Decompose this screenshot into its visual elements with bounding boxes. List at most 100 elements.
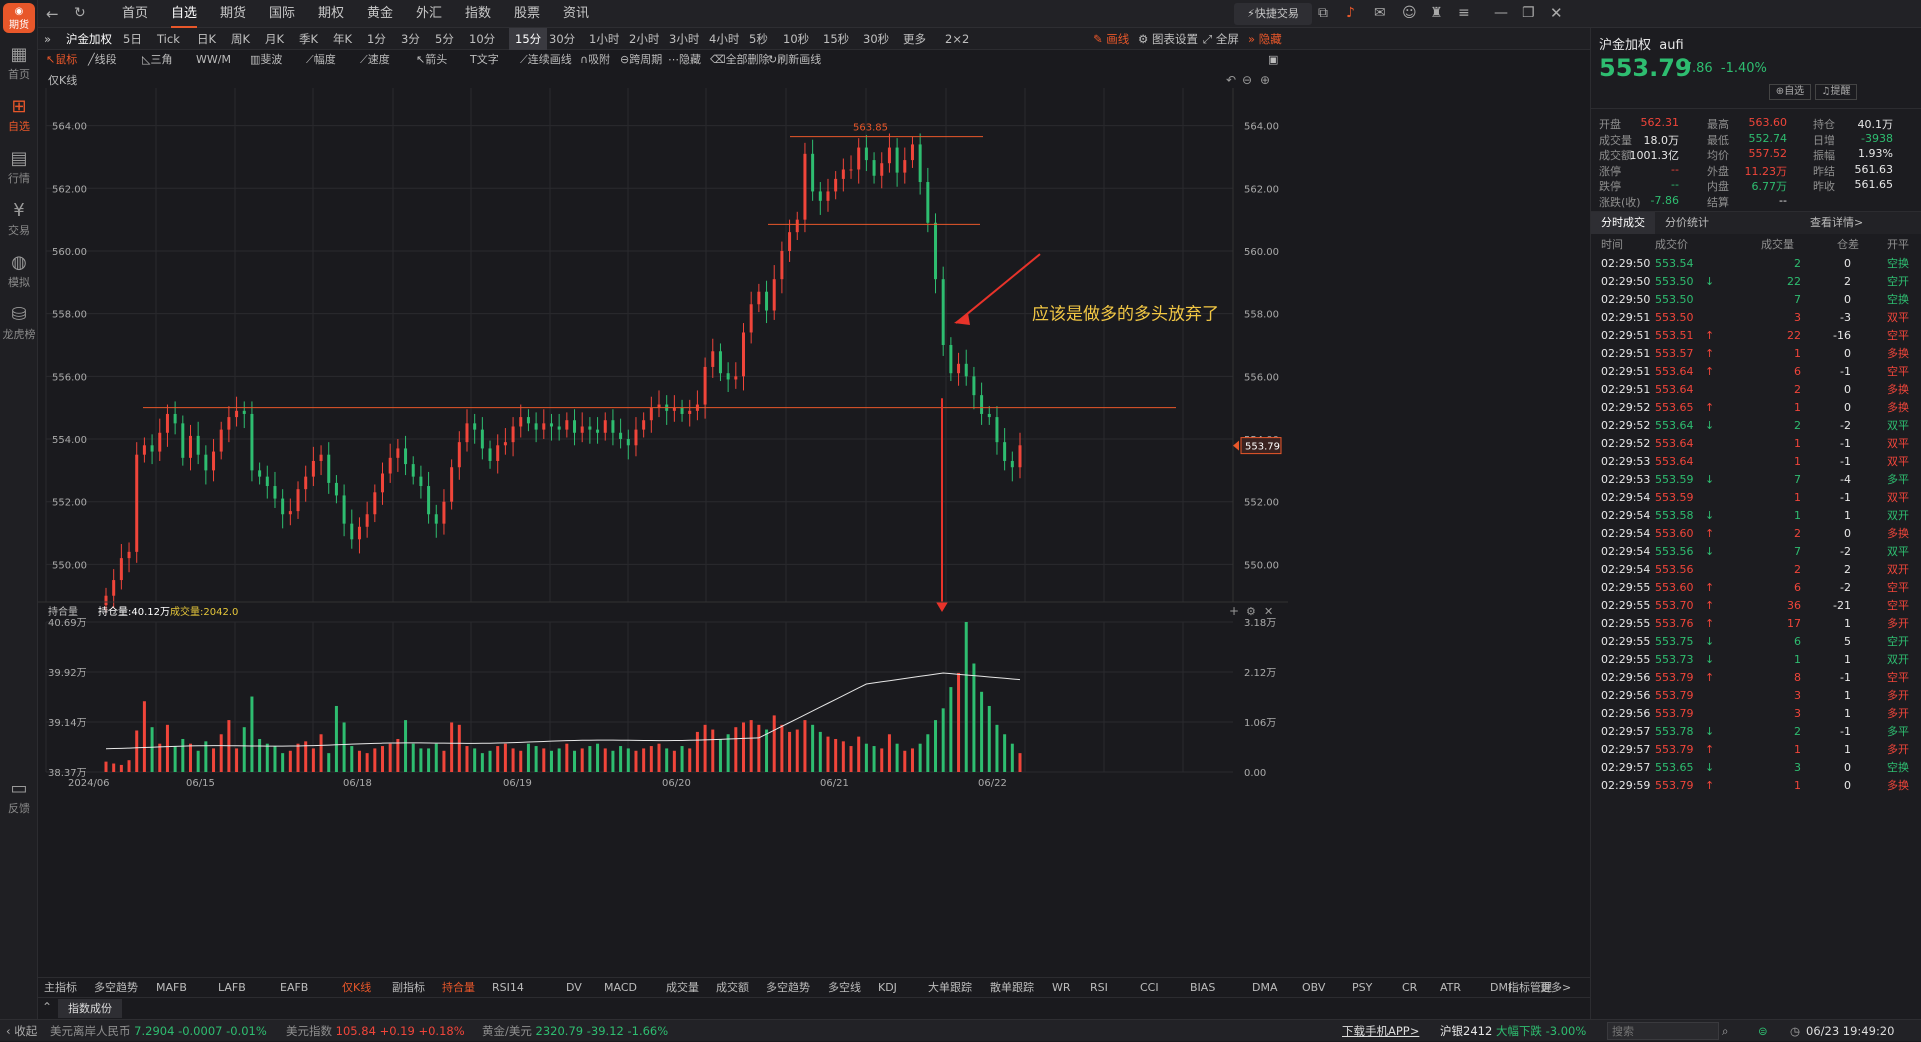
close-icon[interactable]: ✕: [1550, 4, 1563, 22]
trade-row[interactable]: 02:29:52 553.64 1 -1 双平: [1591, 435, 1921, 453]
topnav-options[interactable]: 期权: [318, 6, 345, 21]
topnav-news[interactable]: 资讯: [563, 6, 590, 21]
indicator-tab-23[interactable]: OBV: [1302, 981, 1326, 994]
period-0[interactable]: 5日: [123, 32, 142, 46]
trade-row[interactable]: 02:29:50 553.54 2 0 空换: [1591, 255, 1921, 273]
tab-time-sales[interactable]: 分时成交: [1591, 212, 1655, 234]
indicator-tab-19[interactable]: RSI: [1090, 981, 1108, 994]
trade-row[interactable]: 02:29:56 553.79 3 1 多开: [1591, 705, 1921, 723]
topnav-stocks[interactable]: 股票: [514, 6, 541, 21]
indicator-tab-28[interactable]: 更多>: [1540, 981, 1572, 994]
drawtool-14[interactable]: ↻刷新画线: [768, 53, 822, 66]
indicator-tab-24[interactable]: PSY: [1352, 981, 1373, 994]
tab-price-stats[interactable]: 分价统计: [1665, 216, 1709, 229]
trade-row[interactable]: 02:29:53 553.59 ↓ 7 -4 多平: [1591, 471, 1921, 489]
expand-icon[interactable]: ⌃: [42, 1000, 53, 1014]
trade-row[interactable]: 02:29:51 553.51 ↑ 22 -16 空平: [1591, 327, 1921, 345]
topnav-home[interactable]: 首页: [122, 6, 149, 21]
sidebar-item-sim[interactable]: ◍ 模拟: [0, 252, 38, 290]
trade-row[interactable]: 02:29:50 553.50 7 0 空换: [1591, 291, 1921, 309]
indicator-tab-16[interactable]: 大单跟踪: [928, 981, 972, 994]
trade-row[interactable]: 02:29:53 553.64 1 -1 双平: [1591, 453, 1921, 471]
drawtool-8[interactable]: T文字: [470, 53, 499, 66]
indicator-tab-4[interactable]: EAFB: [280, 981, 309, 994]
search-input[interactable]: [1607, 1022, 1719, 1040]
period-1[interactable]: Tick: [157, 32, 180, 46]
view-details-link[interactable]: 查看详情>: [1810, 216, 1864, 229]
trade-row[interactable]: 02:29:55 553.60 ↑ 6 -2 空平: [1591, 579, 1921, 597]
indicator-tab-12[interactable]: 成交额: [716, 981, 749, 994]
indicator-tab-10[interactable]: MACD: [604, 981, 637, 994]
topnav-intl[interactable]: 国际: [269, 6, 296, 21]
sidebar-item-home[interactable]: ▦ 首页: [0, 44, 38, 82]
indicator-tab-6[interactable]: 副指标: [392, 981, 425, 994]
minimize-icon[interactable]: —: [1494, 5, 1508, 21]
sidebar-item-feedback[interactable]: ▭ 反馈: [0, 778, 38, 816]
symbol-name[interactable]: 沪金加权: [66, 32, 112, 46]
trade-row[interactable]: 02:29:55 553.76 ↑ 17 1 多开: [1591, 615, 1921, 633]
trade-row[interactable]: 02:29:54 553.56 ↓ 7 -2 双平: [1591, 543, 1921, 561]
kline-chart[interactable]: 仅K线 ↶ ⊖ ⊕ 564.00 564.00 562.00 562.00 560.00 560.…: [38, 70, 1590, 975]
indicator-tab-25[interactable]: CR: [1402, 981, 1418, 994]
refresh-icon[interactable]: ↻: [74, 5, 86, 21]
indicator-tab-2[interactable]: MAFB: [156, 981, 187, 994]
draw-line-button[interactable]: ✎ 画线: [1093, 32, 1130, 46]
period-9[interactable]: 5分: [435, 32, 454, 46]
restore-icon[interactable]: ❐: [1522, 5, 1535, 21]
drawtool-10[interactable]: ∩吸附: [580, 53, 611, 66]
indicator-tab-8[interactable]: RSI14: [492, 981, 524, 994]
trade-row[interactable]: 02:29:50 553.50 ↓ 22 2 空开: [1591, 273, 1921, 291]
trade-row[interactable]: 02:29:57 553.65 ↓ 3 0 空换: [1591, 759, 1921, 777]
topnav-forex[interactable]: 外汇: [416, 6, 443, 21]
indicator-tab-17[interactable]: 散单跟踪: [990, 981, 1034, 994]
period-3[interactable]: 周K: [231, 32, 251, 46]
trade-row[interactable]: 02:29:52 553.64 ↓ 2 -2 双平: [1591, 417, 1921, 435]
mail-icon[interactable]: ✉: [1374, 5, 1386, 21]
back-icon[interactable]: ←: [46, 5, 59, 23]
sidebar-item-watchlist[interactable]: ⊞ 自选: [0, 96, 38, 134]
period-15[interactable]: 3小时: [669, 32, 700, 46]
indicator-tab-7[interactable]: 持合量: [442, 981, 475, 994]
fullscreen-button[interactable]: ⤢ 全屏: [1203, 32, 1239, 46]
period-5[interactable]: 季K: [299, 32, 319, 46]
indicator-tab-14[interactable]: 多空线: [828, 981, 861, 994]
ticker-item-xauusd[interactable]: 黄金/美元 2320.79 -39.12 -1.66%: [482, 1024, 669, 1038]
collapse-icon[interactable]: »: [44, 32, 52, 46]
drawtool-6[interactable]: ⟋速度: [360, 53, 390, 66]
period-12[interactable]: 30分: [549, 32, 576, 46]
ticker-item-usdcnh[interactable]: 美元离岸人民币 7.2904 -0.0007 -0.01%: [50, 1024, 267, 1038]
shirt-icon[interactable]: ♜: [1430, 5, 1443, 21]
trade-row[interactable]: 02:29:57 553.78 ↓ 2 -1 多平: [1591, 723, 1921, 741]
indicator-tab-11[interactable]: 成交量: [666, 981, 699, 994]
drawtool-11[interactable]: ⊖跨周期: [620, 53, 663, 66]
period-16[interactable]: 4小时: [709, 32, 740, 46]
indicator-tab-29[interactable]: 指标管理: [1508, 981, 1552, 994]
alert-ticker[interactable]: 沪银2412 大幅下跌 -3.00%: [1440, 1024, 1587, 1038]
index-components-tab[interactable]: 指数成份: [58, 999, 122, 1018]
user-icon[interactable]: ☺: [1402, 5, 1417, 21]
period-22[interactable]: 2×2: [945, 32, 970, 46]
trade-row[interactable]: 02:29:56 553.79 3 1 多开: [1591, 687, 1921, 705]
indicator-tab-22[interactable]: DMA: [1252, 981, 1278, 994]
trade-row[interactable]: 02:29:59 553.79 ↑ 1 0 多换: [1591, 777, 1921, 795]
trade-row[interactable]: 02:29:51 553.57 ↑ 1 0 多换: [1591, 345, 1921, 363]
indicator-tab-20[interactable]: CCI: [1140, 981, 1159, 994]
ticker-item-dxy[interactable]: 美元指数 105.84 +0.19 +0.18%: [286, 1024, 465, 1038]
drawtool-4[interactable]: ▥斐波: [250, 53, 283, 66]
drawtool-12[interactable]: ⋯隐藏: [668, 53, 701, 66]
app-logo[interactable]: ◉ 期货: [3, 3, 35, 33]
drawtool-2[interactable]: ◺三角: [142, 53, 173, 66]
period-11[interactable]: 15分: [509, 28, 548, 50]
trade-row[interactable]: 02:29:54 553.56 2 2 双开: [1591, 561, 1921, 579]
indicator-tab-13[interactable]: 多空趋势: [766, 981, 810, 994]
menu-icon[interactable]: ≡: [1458, 5, 1470, 21]
hide-button[interactable]: » 隐藏: [1248, 32, 1282, 46]
period-13[interactable]: 1小时: [589, 32, 620, 46]
drawtool-7[interactable]: ↖箭头: [416, 53, 448, 66]
trade-row[interactable]: 02:29:57 553.79 ↑ 1 1 多开: [1591, 741, 1921, 759]
chart-area[interactable]: 仅K线 ↶ ⊖ ⊕ 564.00 564.00 562.00 562.00 560.00 560.…: [38, 70, 1590, 970]
trade-row[interactable]: 02:29:55 553.73 ↓ 1 1 双开: [1591, 651, 1921, 669]
topnav-gold[interactable]: 黄金: [367, 6, 394, 21]
indicator-tab-9[interactable]: DV: [566, 981, 582, 994]
trade-row[interactable]: 02:29:51 553.50 3 -3 双平: [1591, 309, 1921, 327]
